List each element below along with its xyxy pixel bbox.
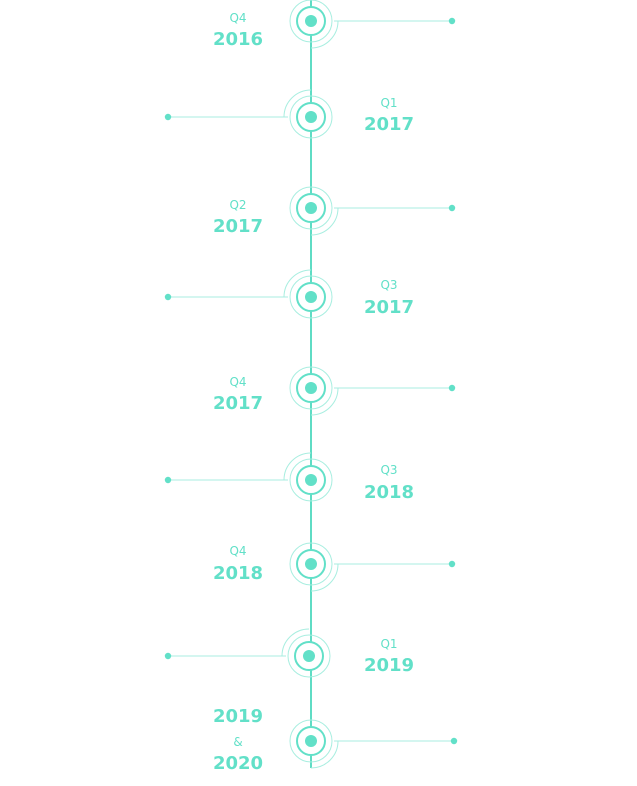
node-outer-ring <box>289 275 333 319</box>
node-arc <box>310 207 339 236</box>
node-arc <box>310 387 339 416</box>
milestone-year: 2017 <box>213 393 263 414</box>
node-core-dot <box>305 111 317 123</box>
node-core-dot <box>305 474 317 486</box>
node-outer-ring <box>289 366 333 410</box>
node-core-dot <box>305 382 317 394</box>
node-outer-ring <box>289 0 333 43</box>
milestone-quarter: Q3 <box>380 278 397 292</box>
milestone-year: 2017 <box>213 216 263 237</box>
milestone-year: 2016 <box>213 29 263 50</box>
milestone-quarter: Q2 <box>229 198 246 212</box>
milestone-quarter: Q4 <box>229 375 246 389</box>
milestone-quarter: Q4 <box>229 544 246 558</box>
node-outer-ring <box>289 186 333 230</box>
milestone-year: 2019 <box>364 655 414 676</box>
branch-endpoint-dot <box>164 293 172 301</box>
node-core-dot <box>303 650 315 662</box>
branch-endpoint-dot <box>448 204 456 212</box>
milestone-connector: & <box>233 735 242 749</box>
branch-endpoint-dot <box>164 476 172 484</box>
branch-endpoint-dot <box>448 560 456 568</box>
milestone-quarter: Q1 <box>380 96 397 110</box>
node-arc <box>283 89 312 118</box>
node-arc <box>310 740 339 769</box>
node-outer-ring <box>289 719 333 763</box>
branch-endpoint-dot <box>448 17 456 25</box>
node-arc <box>310 563 339 592</box>
branch-endpoint-dot <box>448 384 456 392</box>
node-arc <box>283 269 312 298</box>
node-core-dot <box>305 735 317 747</box>
milestone-quarter: Q1 <box>380 637 397 651</box>
milestone-node: Q3 2017 <box>164 269 414 319</box>
node-core-dot <box>305 15 317 27</box>
milestone-node: Q1 2017 <box>164 89 414 139</box>
branch-endpoint-dot <box>450 737 458 745</box>
milestone-node: Q3 2018 <box>164 452 414 503</box>
milestone-year-end: 2020 <box>213 753 263 774</box>
milestone-node: Q2 2017 <box>213 186 456 237</box>
node-outer-ring <box>289 458 333 502</box>
branch-endpoint-dot <box>164 652 172 660</box>
milestone-node: Q4 2018 <box>213 542 456 592</box>
milestone-year: 2018 <box>213 563 263 584</box>
node-outer-ring <box>289 542 333 586</box>
node-core-dot <box>305 291 317 303</box>
milestone-year: 2017 <box>364 297 414 318</box>
node-core-dot <box>305 558 317 570</box>
milestone-year: 2018 <box>364 482 414 503</box>
milestone-node: Q4 2016 <box>213 0 456 50</box>
node-outer-ring <box>287 634 331 678</box>
node-arc <box>283 452 312 481</box>
milestone-node: Q4 2017 <box>213 366 456 416</box>
milestone-node: Q1 2019 <box>164 628 414 678</box>
branch-endpoint-dot <box>164 113 172 121</box>
milestone-node: 2019 & 2020 <box>213 706 458 774</box>
node-arc <box>281 628 310 657</box>
node-arc <box>310 20 339 49</box>
milestone-year: 2017 <box>364 114 414 135</box>
node-outer-ring <box>289 95 333 139</box>
milestone-quarter: Q3 <box>380 463 397 477</box>
node-core-dot <box>305 202 317 214</box>
milestone-year: 2019 <box>213 706 263 727</box>
milestone-quarter: Q4 <box>229 11 246 25</box>
